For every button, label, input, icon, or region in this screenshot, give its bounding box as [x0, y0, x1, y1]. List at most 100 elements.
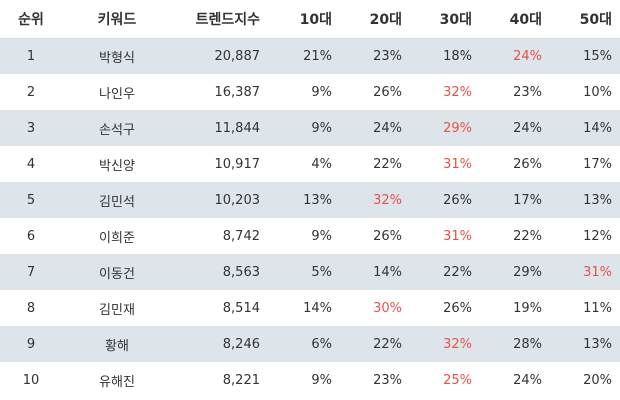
- rank-cell: 1: [26, 48, 36, 64]
- age-40s-cell: 28%: [513, 336, 542, 352]
- age-40s-cell: 24%: [513, 48, 542, 64]
- trend-index-cell: 8,514: [222, 300, 260, 316]
- age-40s-cell: 23%: [513, 84, 542, 100]
- rank-cell: 3: [26, 120, 36, 136]
- table-row: 10 유해진 8,221 9% 23% 25% 24% 20%: [0, 362, 620, 398]
- table-row: 6 이희준 8,742 9% 26% 31% 22% 12%: [0, 218, 620, 254]
- age-20s-cell: 30%: [373, 300, 402, 316]
- age-10s-cell: 9%: [311, 120, 332, 136]
- trend-index-cell: 10,917: [214, 156, 261, 172]
- trend-index-cell: 16,387: [214, 84, 261, 100]
- rank-cell: 6: [26, 228, 36, 244]
- age-40s-cell: 24%: [513, 372, 542, 388]
- age-10s-cell: 9%: [311, 228, 332, 244]
- age-10s-cell: 9%: [311, 372, 332, 388]
- table-row: 9 황해 8,246 6% 22% 32% 28% 13%: [0, 326, 620, 362]
- age-50s-cell: 14%: [583, 120, 612, 136]
- keyword-cell: 김민재: [99, 302, 135, 318]
- rank-cell: 4: [26, 156, 36, 172]
- keyword-cell: 이동건: [99, 266, 135, 282]
- age-50s-cell: 13%: [583, 336, 612, 352]
- age-20s-cell: 14%: [373, 264, 402, 280]
- table-row: 5 김민석 10,203 13% 32% 26% 17% 13%: [0, 182, 620, 218]
- trend-index-cell: 10,203: [214, 192, 261, 208]
- header-trend-index: 트렌드지수: [195, 11, 260, 28]
- age-20s-cell: 23%: [373, 372, 402, 388]
- age-30s-cell: 31%: [443, 156, 472, 172]
- keyword-cell: 이희준: [99, 230, 135, 246]
- table-row: 1 박형식 20,887 21% 23% 18% 24% 15%: [0, 38, 620, 74]
- age-50s-cell: 15%: [583, 48, 612, 64]
- age-50s-cell: 20%: [583, 372, 612, 388]
- age-10s-cell: 13%: [303, 192, 332, 208]
- header-age-50s: 50대: [579, 11, 612, 28]
- rank-cell: 8: [26, 300, 36, 316]
- header-age-30s: 30대: [439, 11, 472, 28]
- header-rank: 순위: [18, 11, 44, 28]
- table-row: 7 이동건 8,563 5% 14% 22% 29% 31%: [0, 254, 620, 290]
- age-20s-cell: 32%: [373, 192, 402, 208]
- rank-cell: 7: [26, 264, 36, 280]
- age-40s-cell: 19%: [513, 300, 542, 316]
- age-50s-cell: 13%: [583, 192, 612, 208]
- age-30s-cell: 26%: [443, 300, 472, 316]
- age-30s-cell: 29%: [443, 120, 472, 136]
- keyword-cell: 박신양: [99, 158, 135, 174]
- age-20s-cell: 22%: [373, 336, 402, 352]
- age-50s-cell: 31%: [583, 264, 612, 280]
- trend-index-cell: 11,844: [214, 120, 261, 136]
- age-10s-cell: 6%: [311, 336, 332, 352]
- age-30s-cell: 31%: [443, 228, 472, 244]
- header-age-40s: 40대: [509, 11, 542, 28]
- table-header-row: 순위 키워드 트렌드지수 10대 20대 30대 40대 50대: [0, 0, 620, 38]
- age-40s-cell: 29%: [513, 264, 542, 280]
- age-40s-cell: 24%: [513, 120, 542, 136]
- header-age-10s: 10대: [299, 11, 332, 28]
- age-10s-cell: 5%: [311, 264, 332, 280]
- rank-cell: 10: [22, 372, 40, 388]
- age-30s-cell: 32%: [443, 84, 472, 100]
- age-40s-cell: 17%: [513, 192, 542, 208]
- trend-index-cell: 8,742: [222, 228, 260, 244]
- age-40s-cell: 26%: [513, 156, 542, 172]
- trend-index-cell: 8,563: [222, 264, 260, 280]
- keyword-cell: 유해진: [99, 374, 135, 390]
- keyword-cell: 김민석: [99, 194, 135, 210]
- age-20s-cell: 23%: [373, 48, 402, 64]
- table-row: 4 박신양 10,917 4% 22% 31% 26% 17%: [0, 146, 620, 182]
- keyword-cell: 손석구: [99, 122, 135, 138]
- header-keyword: 키워드: [97, 11, 137, 28]
- header-age-20s: 20대: [369, 11, 402, 28]
- age-50s-cell: 10%: [583, 84, 612, 100]
- age-20s-cell: 24%: [373, 120, 402, 136]
- age-10s-cell: 4%: [311, 156, 332, 172]
- trend-index-cell: 8,221: [222, 372, 260, 388]
- rank-cell: 5: [26, 192, 36, 208]
- trend-index-cell: 8,246: [222, 336, 260, 352]
- age-10s-cell: 9%: [311, 84, 332, 100]
- table-row: 8 김민재 8,514 14% 30% 26% 19% 11%: [0, 290, 620, 326]
- age-10s-cell: 21%: [303, 48, 332, 64]
- age-30s-cell: 18%: [443, 48, 472, 64]
- age-50s-cell: 12%: [583, 228, 612, 244]
- rank-cell: 2: [26, 84, 36, 100]
- age-20s-cell: 26%: [373, 228, 402, 244]
- age-30s-cell: 26%: [443, 192, 472, 208]
- table-body: 1 박형식 20,887 21% 23% 18% 24% 15% 2 나인우 16,387 9% 26%…: [0, 38, 620, 398]
- trend-index-cell: 20,887: [214, 48, 261, 64]
- table-row: 2 나인우 16,387 9% 26% 32% 23% 10%: [0, 74, 620, 110]
- age-40s-cell: 22%: [513, 228, 542, 244]
- age-50s-cell: 11%: [583, 300, 612, 316]
- age-30s-cell: 25%: [443, 372, 472, 388]
- age-20s-cell: 26%: [373, 84, 402, 100]
- table-row: 3 손석구 11,844 9% 24% 29% 24% 14%: [0, 110, 620, 146]
- age-10s-cell: 14%: [303, 300, 332, 316]
- age-30s-cell: 22%: [443, 264, 472, 280]
- age-30s-cell: 32%: [443, 336, 472, 352]
- keyword-cell: 황해: [105, 338, 129, 354]
- keyword-cell: 박형식: [99, 50, 135, 66]
- age-20s-cell: 22%: [373, 156, 402, 172]
- keyword-cell: 나인우: [99, 86, 135, 102]
- age-50s-cell: 17%: [583, 156, 612, 172]
